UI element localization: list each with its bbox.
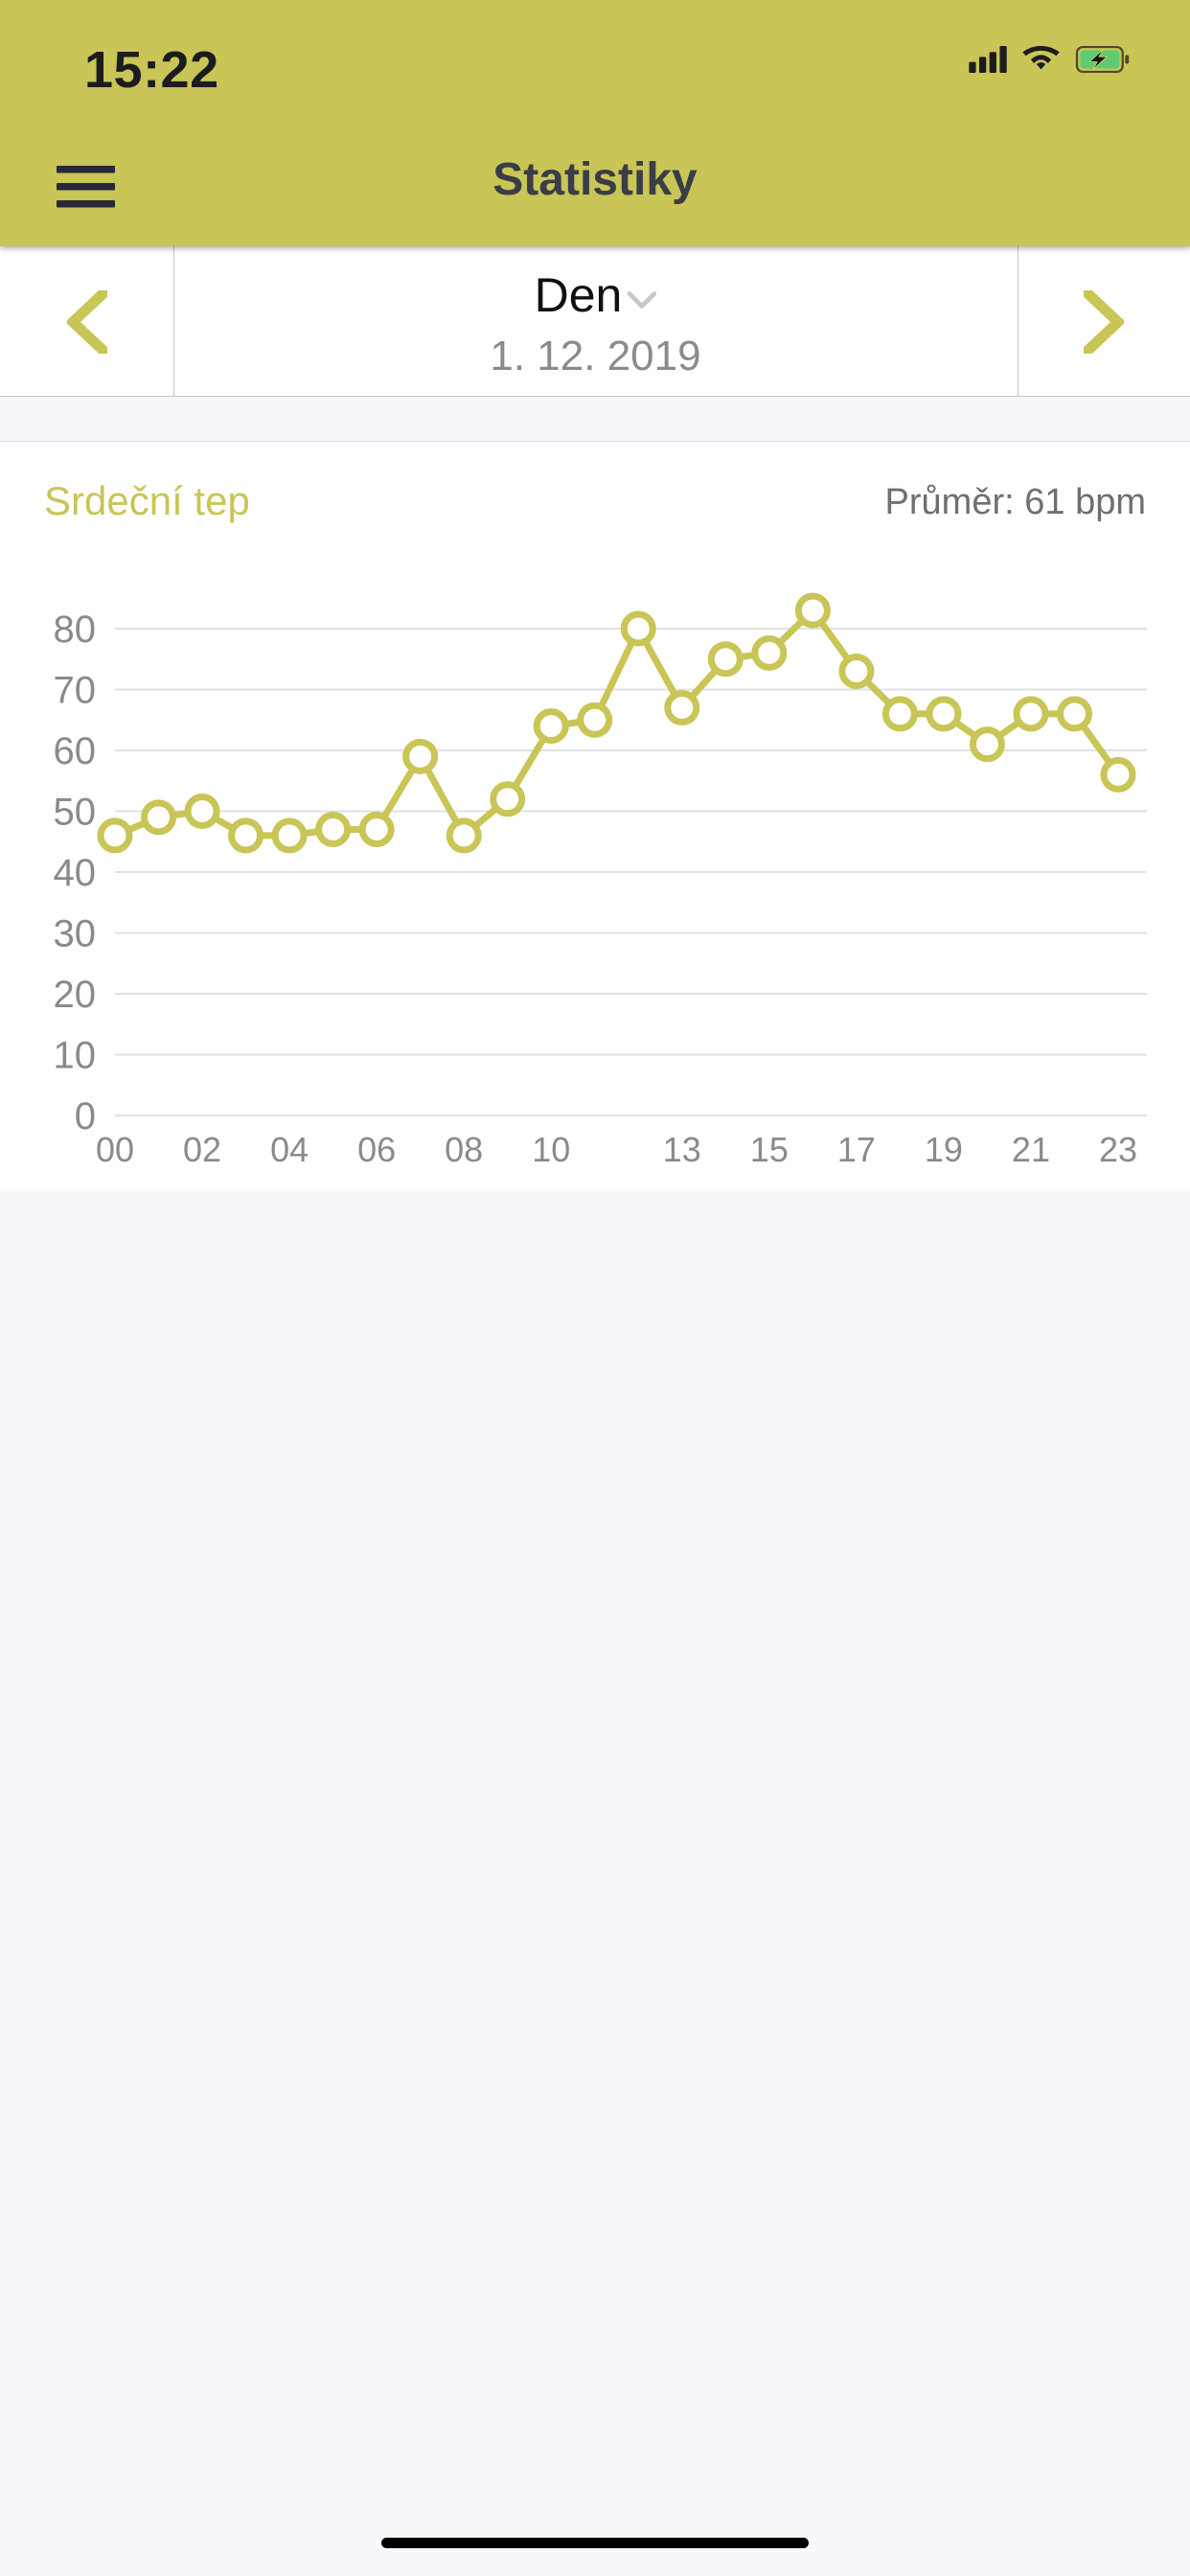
- svg-text:15: 15: [750, 1130, 789, 1169]
- svg-text:19: 19: [925, 1130, 963, 1169]
- svg-text:00: 00: [96, 1130, 134, 1169]
- svg-text:21: 21: [1012, 1130, 1050, 1169]
- svg-text:04: 04: [270, 1130, 309, 1169]
- svg-text:80: 80: [54, 609, 97, 651]
- svg-text:10: 10: [54, 1035, 97, 1077]
- svg-text:60: 60: [54, 730, 97, 772]
- svg-text:10: 10: [532, 1130, 570, 1169]
- svg-text:30: 30: [54, 913, 97, 955]
- svg-text:02: 02: [183, 1130, 221, 1169]
- svg-text:70: 70: [54, 670, 97, 712]
- svg-text:50: 50: [54, 792, 97, 834]
- svg-text:23: 23: [1099, 1130, 1137, 1169]
- svg-text:17: 17: [837, 1130, 876, 1169]
- svg-text:40: 40: [54, 852, 97, 894]
- svg-text:13: 13: [663, 1130, 701, 1169]
- svg-text:0: 0: [75, 1095, 96, 1138]
- svg-text:08: 08: [445, 1130, 483, 1169]
- svg-text:20: 20: [54, 974, 97, 1016]
- svg-text:06: 06: [357, 1130, 396, 1169]
